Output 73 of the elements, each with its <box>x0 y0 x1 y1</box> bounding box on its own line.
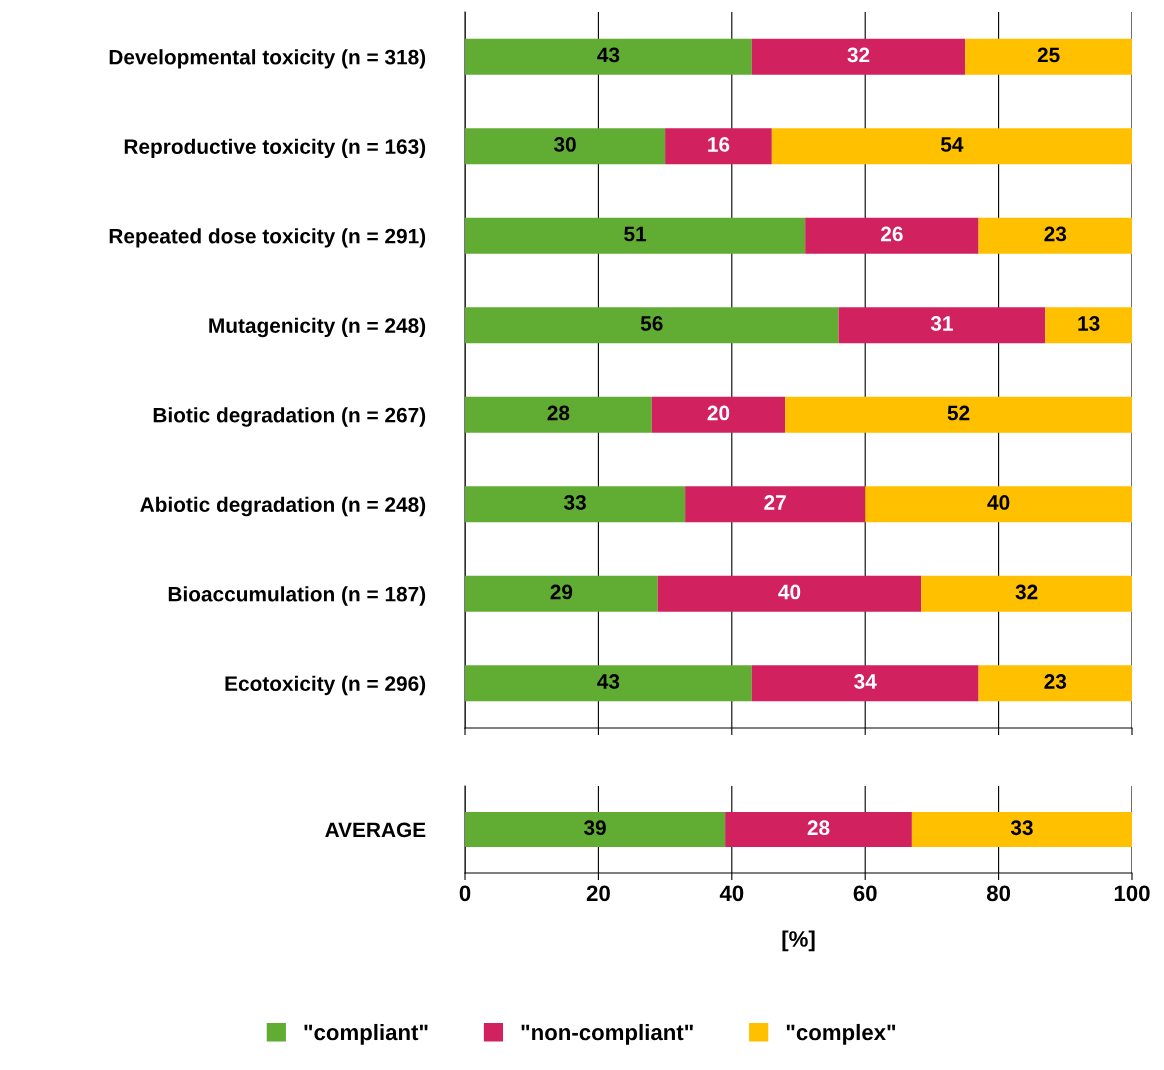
data-label: 23 <box>1044 674 1067 689</box>
bar <box>665 128 772 165</box>
legend-label: "complex" <box>786 1023 896 1045</box>
x-tick-label: 40 <box>719 885 744 902</box>
bar <box>465 665 752 702</box>
data-label: 29 <box>550 584 573 600</box>
bar <box>657 575 922 612</box>
y-tick-label: Bioaccumulation (n = 187) <box>168 586 426 606</box>
bar <box>978 217 1132 254</box>
bar <box>838 307 1046 344</box>
data-label: 56 <box>640 316 663 331</box>
bar <box>965 38 1132 75</box>
bar <box>751 38 966 75</box>
bar <box>751 665 979 702</box>
y-tick-label: Reproductive toxicity (n = 163) <box>124 138 426 159</box>
bar <box>805 217 979 254</box>
data-label: 33 <box>563 495 586 510</box>
data-label: 31 <box>930 316 953 331</box>
bar <box>1045 307 1132 344</box>
y-tick-label: Biotic degradation (n = 267) <box>153 407 426 427</box>
data-label: 32 <box>847 47 870 63</box>
data-label: 25 <box>1037 47 1060 63</box>
bar <box>921 575 1132 612</box>
bar <box>771 128 1132 165</box>
x-tick-label: 80 <box>986 885 1011 902</box>
x-tick-label: 60 <box>853 885 877 902</box>
y-tick-label: Abiotic degradation (n = 248) <box>140 496 426 517</box>
data-label: 43 <box>597 674 620 689</box>
data-label: 26 <box>881 226 903 242</box>
data-label: 16 <box>708 137 730 152</box>
data-label: 39 <box>583 820 606 836</box>
x-axis-title: [%] <box>782 930 815 952</box>
legend-label: "non-compliant" <box>521 1023 693 1045</box>
bar <box>465 396 652 433</box>
y-tick-label: Ecotoxicity (n = 296) <box>225 675 426 696</box>
bar <box>911 812 1132 847</box>
data-label: 30 <box>553 137 576 152</box>
bar <box>651 396 786 433</box>
data-label: 40 <box>987 495 1010 510</box>
bar <box>725 812 912 847</box>
bar <box>465 38 752 75</box>
bar <box>785 396 1132 433</box>
data-label: 33 <box>1010 820 1033 836</box>
x-tick-label: 0 <box>459 885 471 902</box>
bar <box>465 128 666 165</box>
y-tick-label: Mutagenicity (n = 248) <box>209 317 426 338</box>
bar <box>465 812 726 847</box>
data-label: 43 <box>597 47 620 63</box>
data-label: 40 <box>778 584 801 600</box>
y-tick-label: Repeated dose toxicity (n = 291) <box>109 228 426 248</box>
data-label: 28 <box>807 820 830 836</box>
bar <box>685 486 866 523</box>
data-label: 54 <box>940 137 964 152</box>
data-label: 27 <box>764 495 786 510</box>
y-tick-label: AVERAGE <box>325 822 426 838</box>
y-tick-label: Developmental toxicity (n = 318) <box>109 49 426 69</box>
bar <box>465 307 839 344</box>
data-label: 32 <box>1015 584 1038 600</box>
data-label: 34 <box>854 674 877 689</box>
bar <box>978 665 1132 702</box>
x-tick-label: 100 <box>1114 885 1150 902</box>
data-label: 51 <box>624 226 647 242</box>
data-label: 20 <box>707 405 730 421</box>
data-label: 52 <box>947 405 970 421</box>
legend-label: "compliant" <box>304 1023 428 1045</box>
bar <box>865 486 1132 523</box>
data-label: 13 <box>1078 316 1100 331</box>
bar <box>465 486 686 523</box>
x-tick-label: 20 <box>586 885 610 902</box>
bar <box>465 575 658 612</box>
data-label: 23 <box>1044 226 1067 242</box>
data-label: 28 <box>547 405 570 421</box>
bar <box>465 217 806 254</box>
